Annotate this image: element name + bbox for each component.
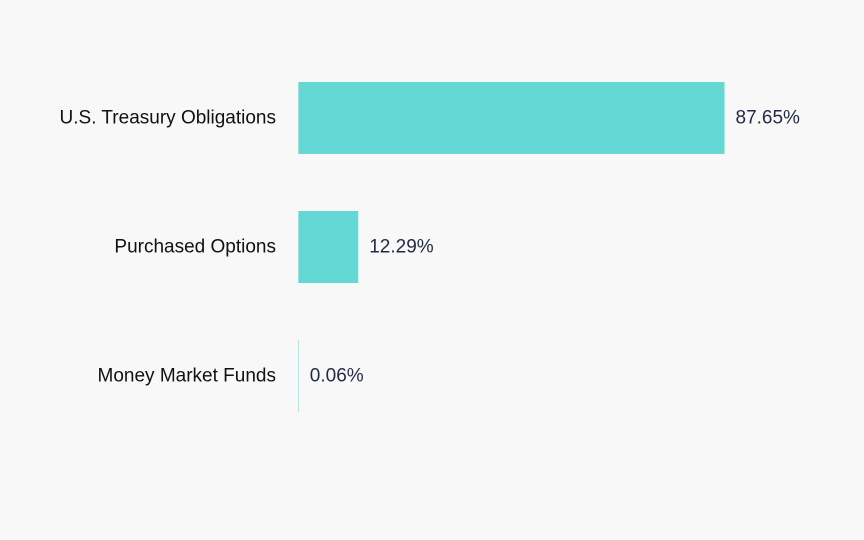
value-label: 0.06%: [310, 366, 364, 387]
bar-u-s-treasury-obligations: [298, 82, 725, 154]
bar-purchased-options: [298, 211, 359, 283]
category-label: Purchased Options: [114, 237, 276, 258]
value-label: 12.29%: [369, 237, 434, 258]
category-label: Money Market Funds: [98, 366, 276, 387]
category-label: U.S. Treasury Obligations: [60, 108, 276, 129]
bars-layer: [298, 82, 725, 412]
value-label: 87.65%: [736, 108, 801, 129]
labels-layer: U.S. Treasury Obligations 87.65% Purchased…: [60, 108, 801, 387]
